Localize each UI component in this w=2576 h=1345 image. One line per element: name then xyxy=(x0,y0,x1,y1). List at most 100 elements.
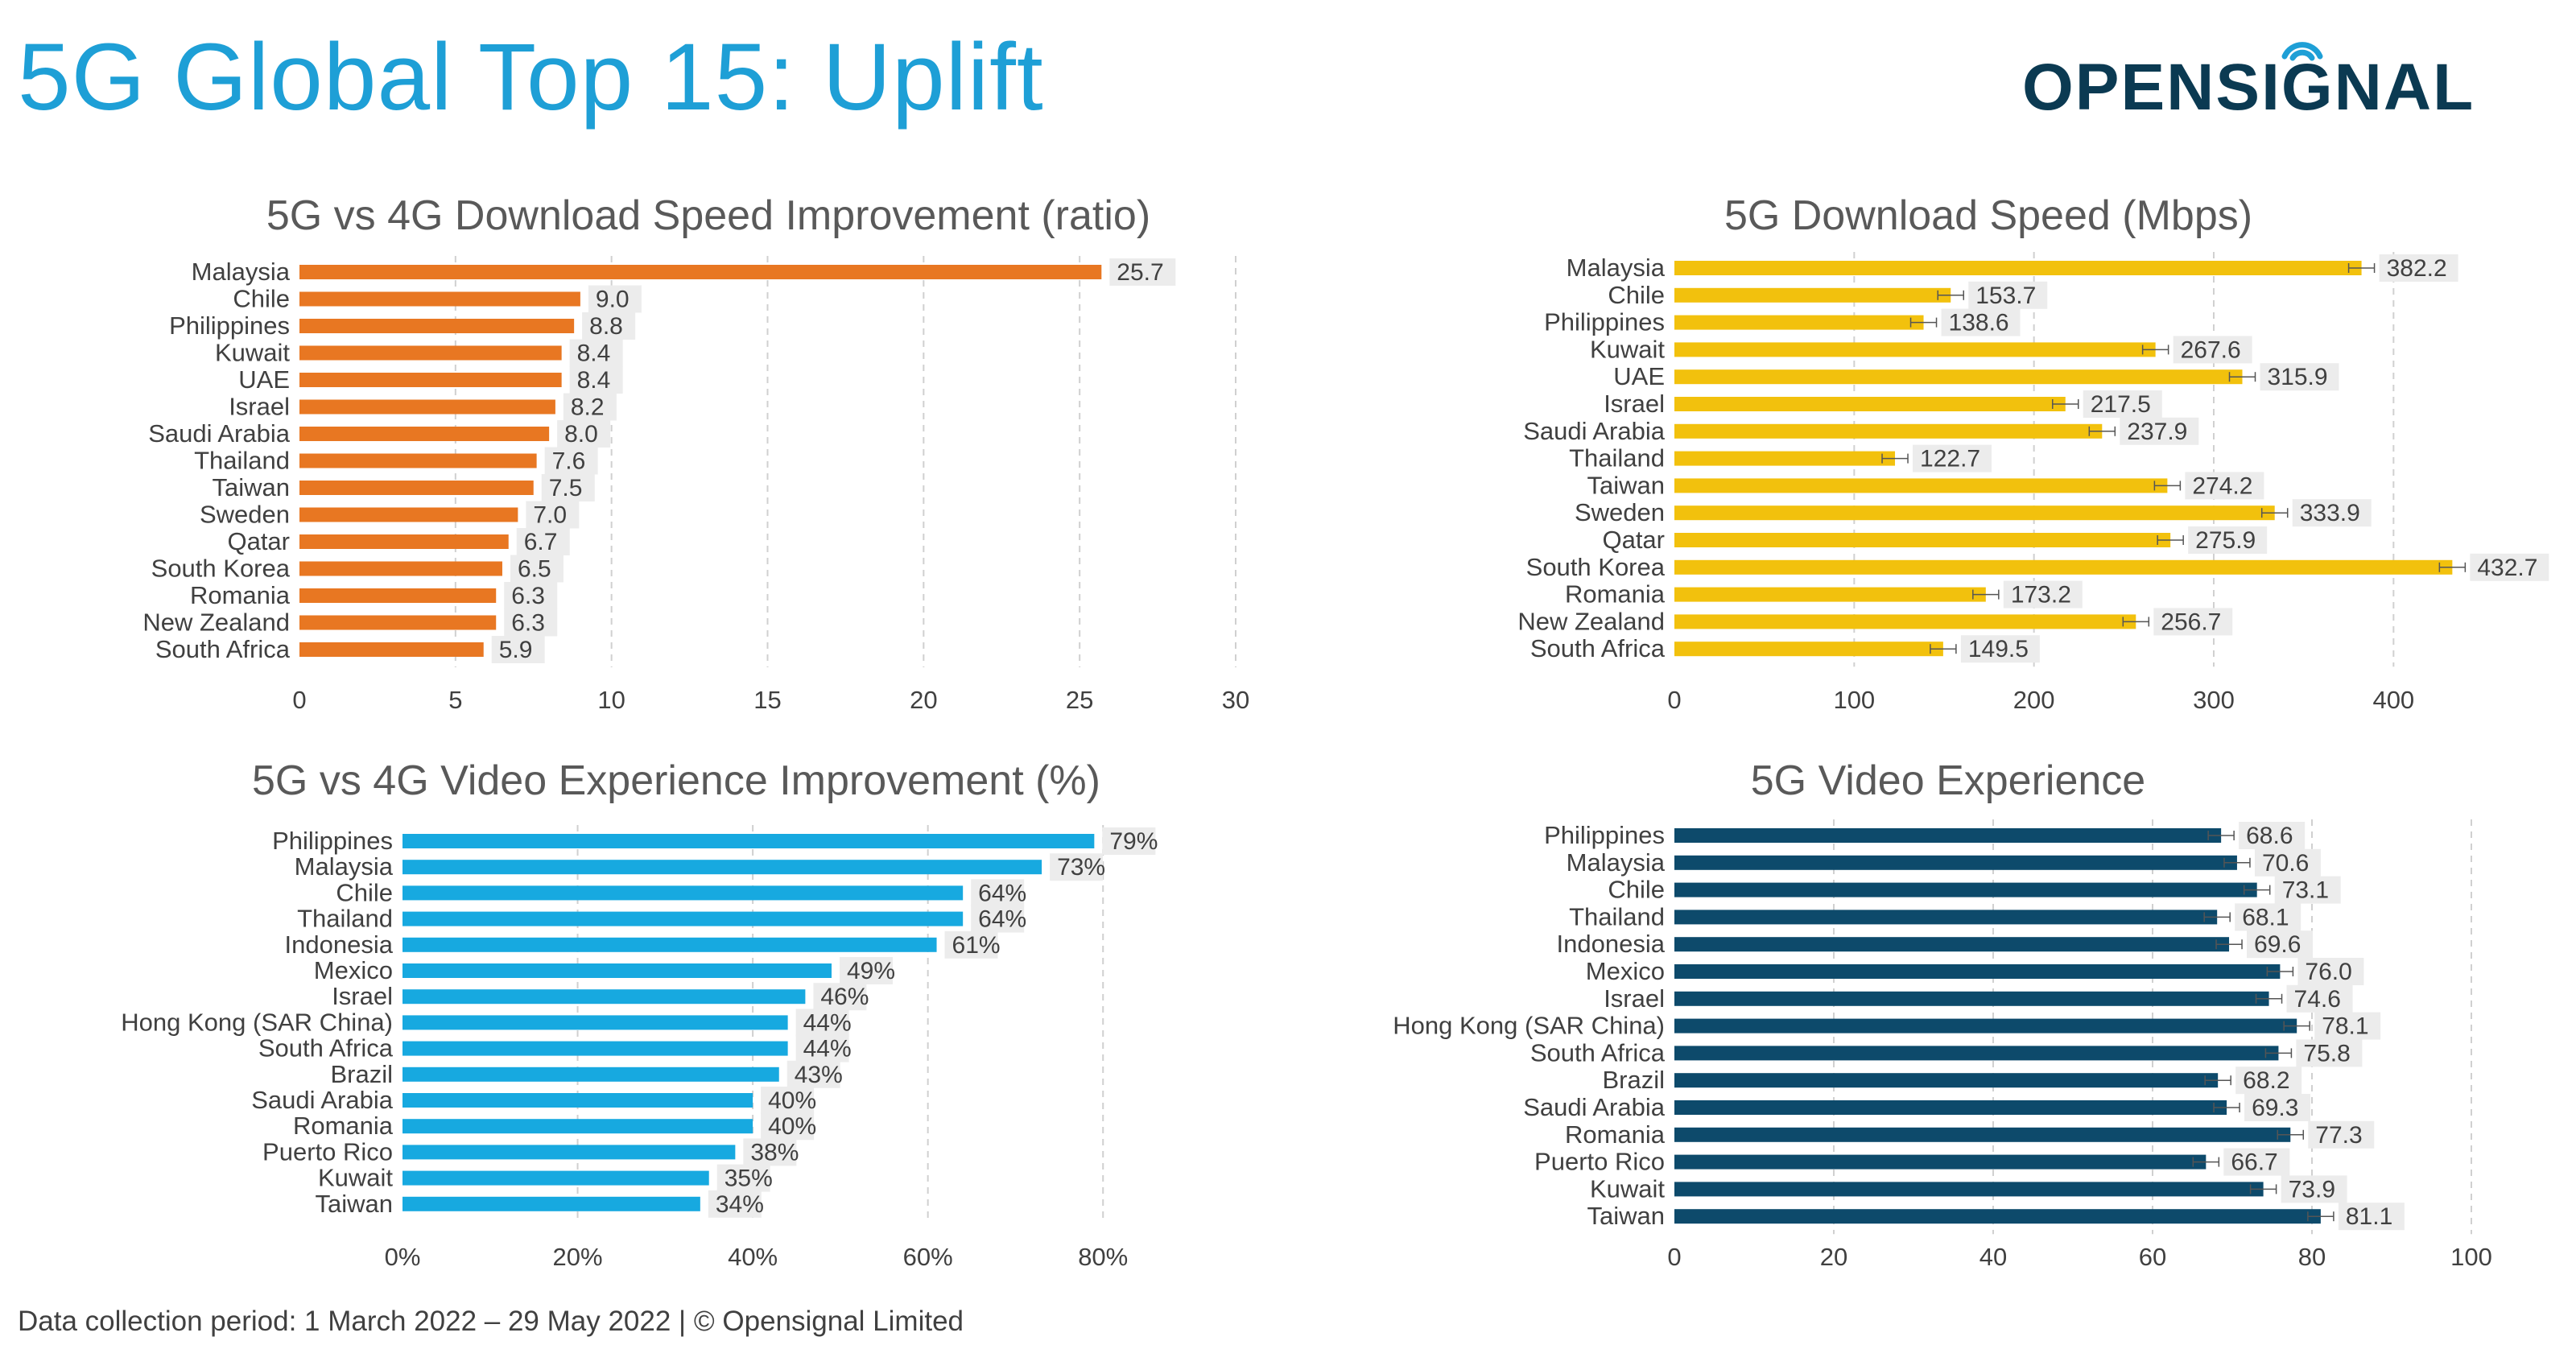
data-label-bg xyxy=(2083,390,2162,418)
category-label: Philippines xyxy=(1544,308,1665,336)
data-label-bg xyxy=(563,393,617,421)
data-label-bg xyxy=(2188,526,2268,554)
bar xyxy=(299,642,484,657)
data-label-bg xyxy=(2003,580,2083,609)
bar xyxy=(1674,505,2275,521)
category-label: Taiwan xyxy=(1587,471,1666,499)
category-label: Saudi Arabia xyxy=(1523,1093,1666,1121)
bar xyxy=(299,291,580,307)
bar xyxy=(402,860,1042,875)
data-label-bg xyxy=(2235,1067,2302,1095)
data-label: 70.6 xyxy=(2262,850,2309,877)
bar xyxy=(1674,642,1943,657)
x-tick-label: 200 xyxy=(2013,686,2055,714)
chart-title: 5G Video Experience xyxy=(1750,757,2146,804)
data-label: 217.5 xyxy=(2091,391,2151,418)
x-tick-label: 300 xyxy=(2193,686,2235,714)
data-label-bg xyxy=(1913,444,1992,472)
category-label: Malaysia xyxy=(192,258,291,286)
category-label: South Africa xyxy=(258,1034,394,1062)
bar xyxy=(1674,1046,2279,1061)
data-label-bg xyxy=(2185,472,2264,500)
data-label-bg xyxy=(2254,848,2321,877)
data-label-bg xyxy=(795,1034,849,1062)
data-label-bg xyxy=(786,1060,840,1088)
bar xyxy=(1674,533,2171,547)
data-label-bg xyxy=(544,447,598,475)
data-label: 69.6 xyxy=(2254,931,2301,958)
data-label: 138.6 xyxy=(1949,310,2009,336)
x-tick-label: 400 xyxy=(2372,686,2414,714)
data-label-bg xyxy=(2153,608,2233,636)
x-tick-label: 20 xyxy=(910,686,937,714)
data-label-bg xyxy=(2239,822,2306,849)
category-label: Kuwait xyxy=(215,339,290,367)
x-tick-label: 10 xyxy=(597,686,625,714)
data-label-bg xyxy=(582,312,636,340)
data-label: 333.9 xyxy=(2300,500,2360,526)
x-tick-label: 5 xyxy=(448,686,462,714)
data-label-bg xyxy=(2120,417,2199,445)
x-tick-label: 40 xyxy=(1979,1243,2007,1271)
bar xyxy=(299,481,534,495)
category-label: Puerto Rico xyxy=(262,1137,393,1166)
bar xyxy=(1674,937,2230,952)
data-label: 43% xyxy=(795,1062,843,1088)
bar xyxy=(299,319,575,333)
data-label: 66.7 xyxy=(2231,1149,2277,1176)
data-label: 267.6 xyxy=(2181,336,2241,363)
data-label: 6.3 xyxy=(511,610,545,637)
category-label: Chile xyxy=(1608,281,1665,309)
data-label: 7.5 xyxy=(549,475,583,501)
bar xyxy=(402,1041,788,1056)
data-label: 75.8 xyxy=(2303,1040,2350,1067)
category-label: South Africa xyxy=(1530,1038,1666,1067)
data-label-bg xyxy=(491,636,545,663)
category-label: New Zealand xyxy=(1517,607,1665,635)
data-label: 8.4 xyxy=(577,340,611,367)
bar xyxy=(402,911,964,926)
bar xyxy=(299,345,562,361)
category-label: Sweden xyxy=(200,501,290,529)
category-label: Qatar xyxy=(227,527,290,555)
data-label: 35% xyxy=(724,1166,773,1192)
category-label: Qatar xyxy=(1602,526,1665,554)
data-label: 81.1 xyxy=(2346,1203,2392,1230)
data-label: 5.9 xyxy=(499,637,533,663)
bar xyxy=(402,885,964,901)
category-label: Philippines xyxy=(272,827,393,855)
bar xyxy=(1674,1018,2297,1034)
data-label-bg xyxy=(2286,984,2353,1013)
data-label-bg xyxy=(1102,827,1156,855)
chart-plot: 0 5 10 15 20 25 30 Malaysia 25.7 Chile 9.0 Philippi… xyxy=(142,256,1249,714)
data-label-bg xyxy=(761,1112,815,1141)
data-label-bg xyxy=(2470,553,2549,581)
bar xyxy=(1674,451,1896,466)
category-label: Malaysia xyxy=(1567,848,1666,877)
page-title: 5G Global Top 15: Uplift xyxy=(18,24,1044,130)
bar xyxy=(1674,397,2066,411)
bar xyxy=(1674,1182,2264,1197)
data-label: 6.3 xyxy=(511,583,545,609)
x-tick-label: 0 xyxy=(292,686,306,714)
data-label-bg xyxy=(2235,903,2301,931)
bar xyxy=(1674,342,2156,357)
bar xyxy=(402,1093,753,1108)
data-label-bg xyxy=(944,930,998,959)
category-label: Thailand xyxy=(1569,444,1665,472)
data-label: 68.1 xyxy=(2242,904,2289,930)
data-label: 8.2 xyxy=(571,394,605,421)
data-label-bg xyxy=(2308,1120,2375,1149)
data-label-bg xyxy=(708,1190,762,1218)
category-label: Hong Kong (SAR China) xyxy=(121,1008,393,1036)
category-label: South Africa xyxy=(155,635,291,663)
category-label: Taiwan xyxy=(213,473,291,501)
data-label-bg xyxy=(569,339,623,367)
bar xyxy=(1674,287,1951,303)
bar xyxy=(299,399,555,415)
bar xyxy=(299,561,502,576)
bar xyxy=(1674,1073,2219,1088)
category-label: Chile xyxy=(336,878,393,906)
bar xyxy=(402,1196,700,1211)
bar xyxy=(299,615,497,630)
